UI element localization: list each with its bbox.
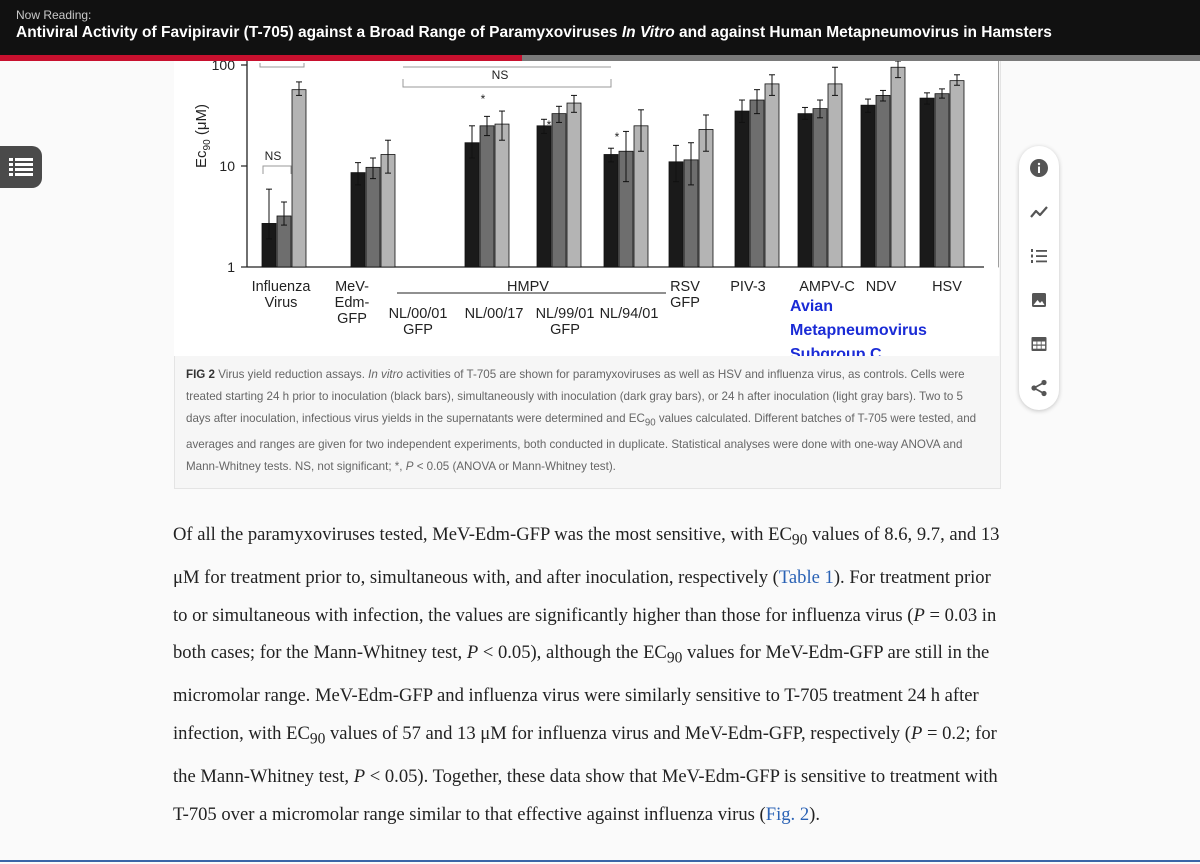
fig-2-link[interactable]: Fig. 2 — [765, 803, 810, 825]
bar — [812, 108, 828, 268]
ns-bracket — [262, 165, 292, 174]
bar — [291, 89, 307, 268]
x-category-label: PIV-3 — [730, 279, 765, 295]
asterisk-label: * — [547, 118, 552, 132]
y-tick-label: 100 — [212, 61, 236, 73]
x-category-label: MeV- — [335, 279, 369, 295]
x-category-label: GFP — [337, 311, 367, 327]
x-category-label: NL/94/01 — [600, 306, 659, 322]
bar — [749, 99, 765, 268]
bar — [566, 102, 582, 268]
bar — [603, 154, 619, 268]
bar — [919, 97, 935, 268]
share-icon — [1031, 379, 1047, 397]
bottom-divider — [0, 860, 1200, 862]
reading-progress-fill — [0, 55, 522, 61]
figure-chart[interactable]: 1 10 100 Ec90 (μM) NS NS * * * Influenza Virus MeV-… — [174, 61, 999, 356]
bar — [734, 110, 750, 268]
now-reading-header: Now Reading: Antiviral Activity of Favip… — [0, 0, 1200, 55]
bar — [494, 123, 510, 268]
body-paragraph: Of all the paramyxoviruses tested, MeV-E… — [173, 524, 1000, 825]
x-category-label: HSV — [932, 279, 962, 295]
ns-label: NS — [265, 149, 282, 163]
reading-progress-bar — [0, 55, 1200, 61]
annotation-label: Metapneumovirus — [790, 322, 927, 339]
y-tick-label: 1 — [227, 259, 235, 275]
bar — [479, 125, 495, 268]
x-category-label: NL/00/17 — [465, 306, 524, 322]
x-category-label: RSV — [670, 279, 700, 295]
ns-label: NS — [492, 68, 509, 82]
trend-chart-icon — [1030, 206, 1048, 218]
outline-button[interactable] — [1027, 244, 1051, 268]
info-icon — [1030, 159, 1048, 177]
now-reading-label: Now Reading: — [16, 8, 92, 22]
x-category-label: Virus — [265, 295, 298, 311]
bar — [365, 166, 381, 268]
list-icon — [9, 158, 33, 176]
info-button[interactable] — [1027, 156, 1051, 180]
bar — [464, 142, 480, 268]
asterisk-label: * — [481, 92, 486, 106]
x-category-label: NL/00/01 — [389, 306, 448, 322]
bar — [949, 80, 965, 268]
group-bracket-label: HMPV — [507, 279, 549, 295]
table-icon — [1031, 337, 1047, 351]
bar — [350, 172, 366, 268]
x-category-label: GFP — [670, 295, 700, 311]
y-tick-label: 10 — [219, 158, 235, 174]
x-category-label: NL/99/01 — [536, 306, 595, 322]
ns-bracket — [259, 63, 305, 68]
x-category-label: AMPV-C — [799, 279, 855, 295]
figures-button[interactable] — [1027, 288, 1051, 312]
image-icon — [1032, 293, 1046, 307]
bar — [764, 83, 780, 268]
article-title: Antiviral Activity of Favipiravir (T-705… — [16, 24, 1052, 41]
x-category-label: GFP — [403, 322, 433, 338]
bar — [934, 93, 950, 268]
bar — [890, 66, 906, 268]
bar — [827, 83, 843, 268]
x-category-label: GFP — [550, 322, 580, 338]
bar — [797, 113, 813, 268]
metrics-button[interactable] — [1027, 200, 1051, 224]
y-axis-label: Ec90 (μM) — [193, 104, 213, 168]
annotation-label: Avian — [790, 298, 833, 315]
x-category-label: Edm- — [335, 295, 370, 311]
table-1-link[interactable]: Table 1 — [778, 567, 834, 589]
bar — [551, 113, 567, 268]
x-category-label: Influenza — [252, 279, 312, 295]
bar — [536, 125, 552, 268]
list-ordered-icon — [1031, 249, 1047, 263]
bar — [860, 104, 876, 268]
annotation-label: Subgroup C — [790, 346, 882, 356]
bar — [875, 95, 891, 268]
x-category-label: NDV — [866, 279, 897, 295]
toc-toggle-button[interactable] — [0, 146, 42, 188]
ns-bracket — [402, 79, 612, 88]
figure-caption: FIG 2 Virus yield reduction assays. In v… — [186, 368, 977, 474]
share-button[interactable] — [1027, 376, 1051, 400]
article-tools-toolbar — [1019, 146, 1059, 410]
asterisk-label: * — [615, 130, 620, 144]
tables-button[interactable] — [1027, 332, 1051, 356]
